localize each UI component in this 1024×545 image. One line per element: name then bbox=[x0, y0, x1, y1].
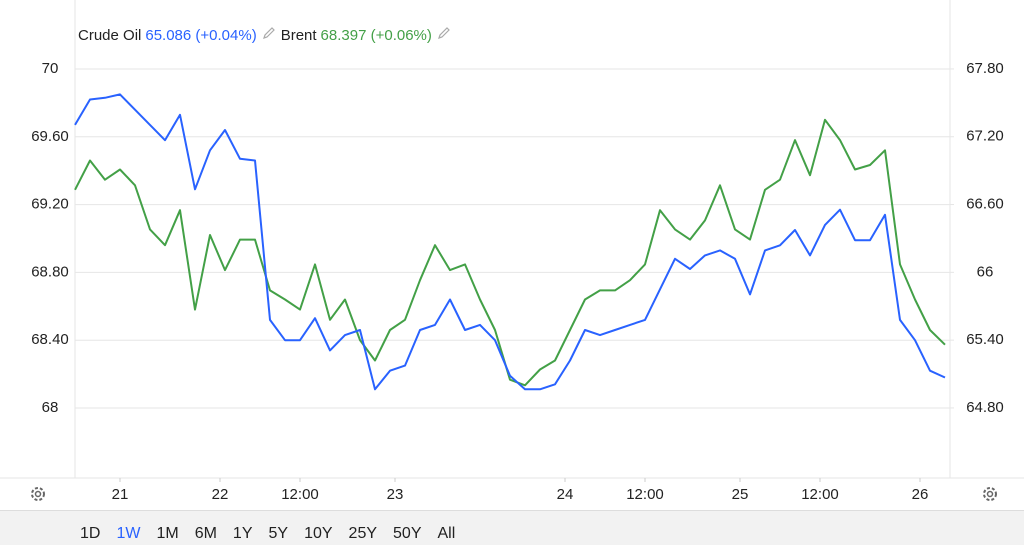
settings-right[interactable] bbox=[983, 487, 997, 501]
chart: 70 69.60 69.20 68.80 68.40 68 67.80 67.20 66.60 6… bbox=[0, 0, 1024, 503]
range-button[interactable]: 5Y bbox=[261, 511, 297, 545]
y-tick-label: 69.20 bbox=[31, 196, 69, 213]
range-button[interactable]: 1W bbox=[108, 511, 148, 545]
series-line bbox=[74, 118, 946, 387]
y2-tick-label: 66.60 bbox=[966, 196, 1004, 213]
y-tick-label: 70 bbox=[42, 60, 59, 77]
x-tick-label: 12:00 bbox=[281, 486, 319, 503]
y-tick-label: 68.80 bbox=[31, 263, 69, 280]
range-button[interactable]: All bbox=[429, 511, 463, 545]
settings-left[interactable] bbox=[31, 487, 45, 501]
x-tick-label: 23 bbox=[387, 486, 404, 503]
pencil bbox=[437, 27, 450, 39]
legend-name: Crude Oil bbox=[78, 27, 142, 44]
y2-tick-label: 66 bbox=[977, 263, 994, 280]
series-line bbox=[74, 93, 946, 391]
range-button[interactable]: 25Y bbox=[341, 511, 385, 545]
legend-quote: 68.397 (+0.06%) bbox=[320, 27, 432, 44]
edit-icon[interactable] bbox=[436, 26, 452, 44]
range-button[interactable]: 1Y bbox=[225, 511, 261, 545]
range-button[interactable]: 1M bbox=[148, 511, 186, 545]
x-tick-label: 21 bbox=[112, 486, 129, 503]
x-tick-label: 22 bbox=[212, 486, 229, 503]
x-tick-label: 26 bbox=[912, 486, 929, 503]
range-button[interactable]: 50Y bbox=[385, 511, 429, 545]
x-tick-label: 24 bbox=[557, 486, 574, 503]
range-button[interactable]: 10Y bbox=[296, 511, 340, 545]
range-bar: 1D 1W 1M 6M 1Y 5Y 10Y 25Y 50Y All bbox=[0, 510, 1024, 545]
x-tick-label: 25 bbox=[732, 486, 749, 503]
x-tick-label: 12:00 bbox=[626, 486, 664, 503]
y2-tick-label: 65.40 bbox=[966, 331, 1004, 348]
legend-name: Brent bbox=[280, 27, 317, 44]
y-tick-label: 68 bbox=[42, 399, 59, 416]
y2-tick-label: 67.20 bbox=[966, 128, 1004, 145]
y-tick-label: 68.40 bbox=[31, 331, 69, 348]
legend: Crude Oil 65.086 (+0.04%) Brent 68.397 (+0.… bbox=[78, 26, 456, 44]
y2-tick-label: 64.80 bbox=[966, 399, 1004, 416]
range-button[interactable]: 1D bbox=[72, 511, 108, 545]
legend-quote: 65.086 (+0.04%) bbox=[145, 27, 257, 44]
range-button[interactable]: 6M bbox=[187, 511, 225, 545]
y2-tick-label: 67.80 bbox=[966, 60, 1004, 77]
x-tick-label: 12:00 bbox=[801, 486, 839, 503]
pencil bbox=[262, 27, 275, 39]
y-tick-label: 69.60 bbox=[31, 128, 69, 145]
edit-icon[interactable] bbox=[261, 26, 277, 44]
